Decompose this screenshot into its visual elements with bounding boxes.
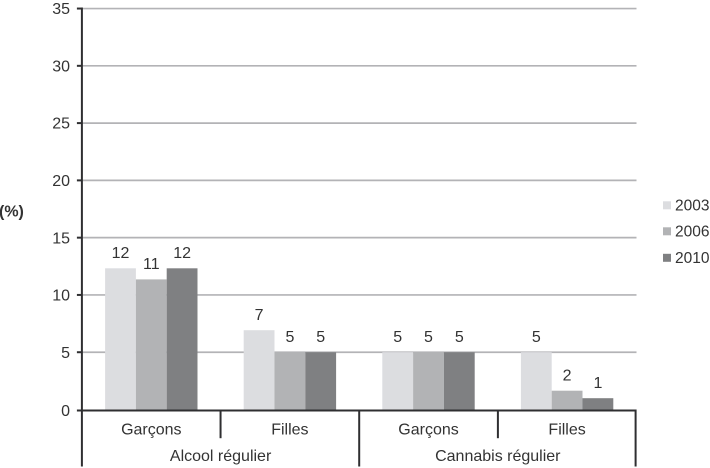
svg-text:1: 1 — [593, 375, 602, 392]
svg-text:35: 35 — [52, 1, 70, 18]
svg-text:15: 15 — [52, 230, 70, 247]
svg-text:Cannabis régulier: Cannabis régulier — [435, 448, 561, 465]
svg-text:30: 30 — [52, 58, 70, 75]
svg-text:5: 5 — [532, 329, 541, 346]
svg-text:Garçons: Garçons — [121, 421, 181, 438]
svg-text:5: 5 — [61, 345, 70, 362]
svg-text:Garçons: Garçons — [398, 421, 458, 438]
svg-text:12: 12 — [112, 245, 130, 262]
svg-text:2010: 2010 — [675, 250, 710, 267]
svg-text:11: 11 — [143, 256, 160, 273]
svg-text:(%): (%) — [0, 203, 24, 220]
svg-text:25: 25 — [52, 116, 70, 133]
svg-text:2003: 2003 — [675, 198, 709, 215]
svg-text:5: 5 — [285, 329, 294, 346]
svg-text:2006: 2006 — [675, 224, 709, 241]
svg-text:5: 5 — [393, 329, 402, 346]
svg-text:Filles: Filles — [548, 421, 585, 438]
svg-text:5: 5 — [455, 329, 464, 346]
svg-text:Alcool régulier: Alcool régulier — [170, 448, 272, 465]
svg-text:12: 12 — [173, 245, 191, 262]
svg-text:7: 7 — [255, 307, 264, 324]
svg-text:0: 0 — [61, 403, 70, 420]
svg-text:5: 5 — [424, 329, 433, 346]
svg-text:10: 10 — [52, 288, 70, 305]
svg-text:2: 2 — [563, 367, 572, 384]
svg-text:20: 20 — [52, 173, 70, 190]
svg-text:Filles: Filles — [271, 421, 308, 438]
svg-text:5: 5 — [316, 329, 325, 346]
